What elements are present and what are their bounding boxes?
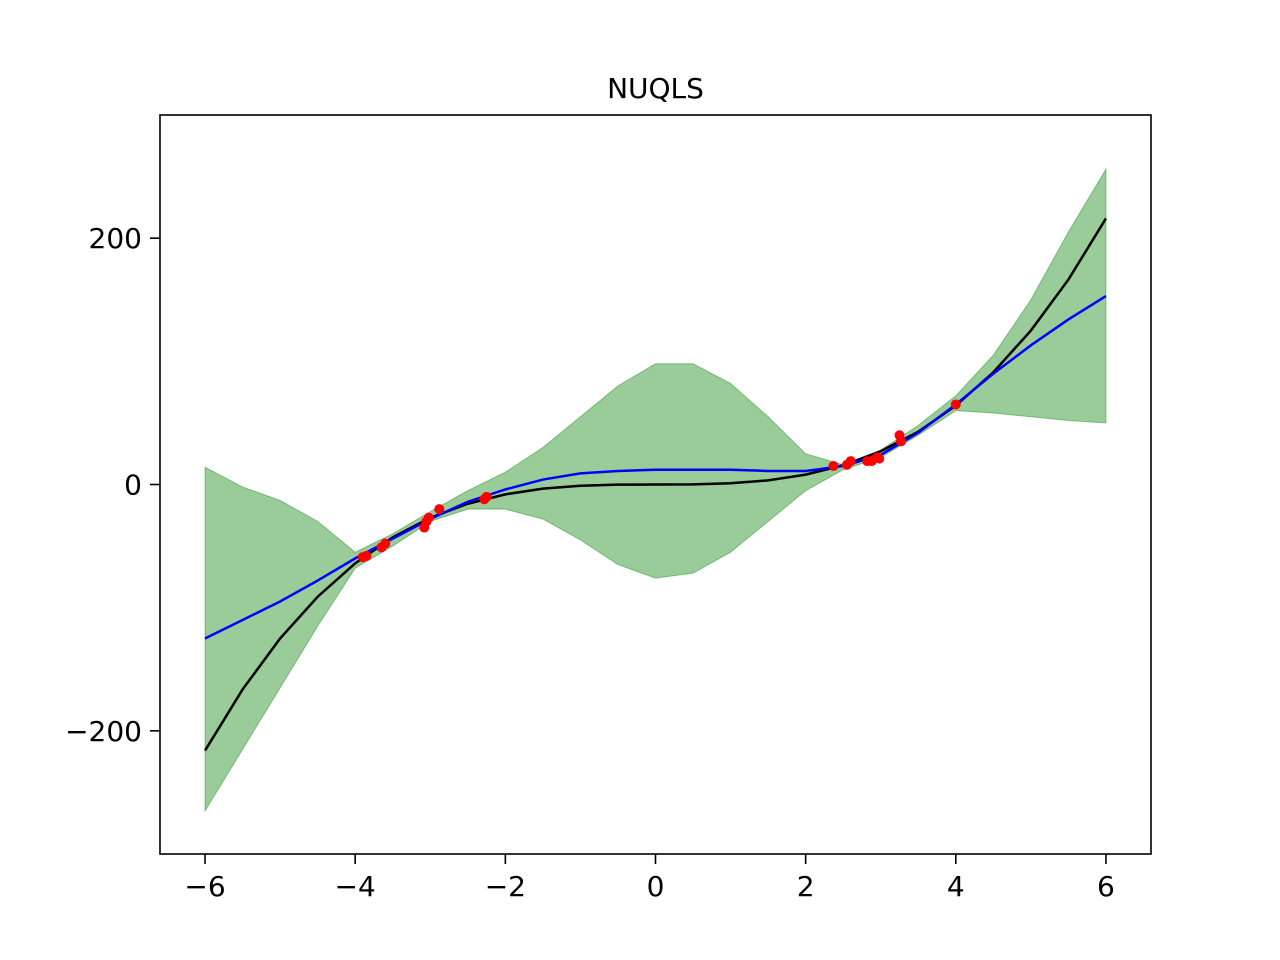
x-tick-label: −2 [485,870,526,903]
y-tick-label: −200 [65,715,142,748]
data-point [895,436,906,447]
x-tick-label: 4 [947,870,965,903]
x-tick-label: 2 [797,870,815,903]
x-tick-label: −4 [335,870,376,903]
chart-title: NUQLS [607,72,704,105]
data-point [361,550,372,561]
data-point [434,504,445,515]
y-tick-label: 0 [124,469,142,502]
data-point [874,453,885,464]
data-point [845,456,856,467]
data-point [481,491,492,502]
x-tick-label: 6 [1097,870,1115,903]
x-tick-label: −6 [184,870,225,903]
x-tick-label: 0 [647,870,665,903]
data-point [828,461,839,472]
data-point [950,399,961,410]
data-point [423,512,434,523]
data-point [380,538,391,549]
uncertainty-band [204,167,1107,813]
y-tick-label: 200 [89,222,142,255]
